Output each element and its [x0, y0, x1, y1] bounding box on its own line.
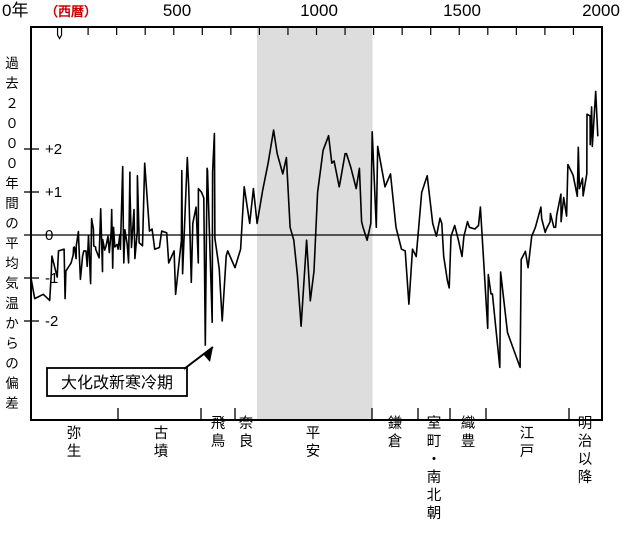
svg-text:・: ・ — [427, 452, 442, 468]
svg-text:織: 織 — [461, 415, 476, 432]
svg-text:０: ０ — [5, 116, 19, 131]
svg-text:均: 均 — [5, 256, 19, 271]
svg-text:良: 良 — [239, 433, 254, 450]
svg-text:間: 間 — [5, 196, 19, 211]
svg-text:弥: 弥 — [67, 424, 82, 442]
svg-text:０: ０ — [5, 156, 19, 171]
svg-text:戸: 戸 — [520, 444, 535, 460]
svg-text:0年: 0年 — [2, 1, 28, 20]
svg-text:室: 室 — [427, 415, 442, 432]
svg-text:生: 生 — [67, 443, 82, 460]
svg-text:古: 古 — [154, 425, 169, 442]
svg-text:の: の — [5, 356, 19, 371]
svg-text:墳: 墳 — [154, 443, 169, 460]
svg-text:（西暦）: （西暦） — [45, 4, 97, 19]
svg-text:鳥: 鳥 — [211, 433, 226, 450]
svg-text:鎌: 鎌 — [388, 415, 403, 432]
svg-text:-1: -1 — [45, 270, 58, 287]
svg-text:過: 過 — [5, 56, 19, 71]
svg-text:豊: 豊 — [461, 433, 476, 450]
svg-text:飛: 飛 — [211, 416, 226, 432]
svg-text:南: 南 — [427, 469, 442, 486]
svg-text:ら: ら — [5, 336, 19, 351]
svg-text:年: 年 — [5, 176, 19, 191]
svg-text:安: 安 — [306, 443, 321, 460]
svg-text:気: 気 — [5, 276, 19, 291]
svg-text:平: 平 — [5, 236, 19, 251]
svg-text:1000: 1000 — [300, 1, 338, 20]
svg-text:奈: 奈 — [239, 415, 254, 432]
svg-text:-2: -2 — [45, 313, 58, 330]
svg-text:北: 北 — [427, 487, 442, 504]
svg-text:+2: +2 — [45, 141, 62, 158]
svg-text:偏: 偏 — [5, 376, 19, 391]
svg-text:治: 治 — [578, 433, 593, 450]
svg-text:+1: +1 — [45, 184, 62, 201]
svg-text:0: 0 — [45, 227, 53, 244]
svg-text:２: ２ — [5, 96, 19, 111]
svg-text:０: ０ — [5, 136, 19, 151]
svg-text:温: 温 — [5, 296, 19, 311]
svg-text:朝: 朝 — [427, 505, 442, 522]
svg-text:去: 去 — [5, 76, 19, 91]
svg-text:倉: 倉 — [388, 433, 403, 450]
svg-text:明: 明 — [578, 416, 593, 432]
svg-text:差: 差 — [5, 396, 19, 411]
svg-text:2000: 2000 — [582, 1, 620, 20]
svg-text:降: 降 — [578, 469, 593, 486]
svg-text:江: 江 — [520, 425, 535, 442]
svg-text:の: の — [5, 216, 19, 231]
svg-text:か: か — [5, 316, 19, 331]
svg-text:500: 500 — [163, 1, 191, 20]
svg-text:大化改新寒冷期: 大化改新寒冷期 — [61, 373, 173, 392]
svg-text:町: 町 — [427, 434, 442, 450]
svg-text:平: 平 — [306, 426, 321, 442]
svg-text:以: 以 — [578, 452, 593, 468]
svg-text:1500: 1500 — [443, 1, 481, 20]
